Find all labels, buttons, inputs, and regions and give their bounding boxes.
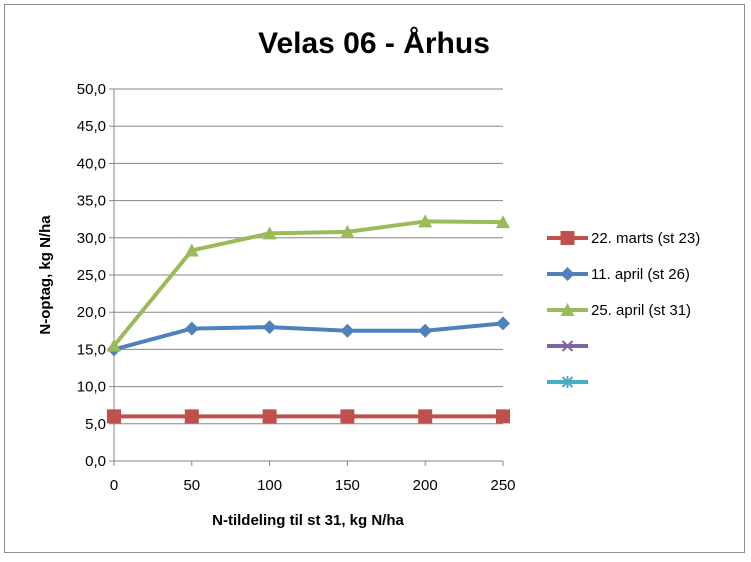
series-0 xyxy=(107,409,510,424)
data-point xyxy=(262,226,277,240)
legend: 22. marts (st 23) 11. april (st 26) 25. ap… xyxy=(547,230,700,388)
legend-marker xyxy=(561,340,574,352)
x-axis-title: N-tildeling til st 31, kg N/ha xyxy=(212,512,404,529)
x-tick-label: 0 xyxy=(110,477,118,494)
data-point xyxy=(418,214,433,228)
data-point xyxy=(496,409,510,424)
data-point xyxy=(418,323,433,338)
series-2 xyxy=(107,214,510,352)
x-tick-labels: 0 50 100 150 200 250 xyxy=(110,461,516,494)
y-tick-label: 45,0 xyxy=(77,118,106,135)
y-tick-label: 0,0 xyxy=(85,453,106,470)
legend-label: 11. april (st 26) xyxy=(591,266,690,283)
legend-label: 25. april (st 31) xyxy=(591,302,691,319)
y-tick-label: 30,0 xyxy=(77,230,106,247)
data-point xyxy=(340,409,355,424)
series-line xyxy=(113,321,504,352)
data-point xyxy=(262,320,277,335)
data-point xyxy=(496,316,510,331)
data-point xyxy=(496,215,510,229)
y-tick-label: 35,0 xyxy=(77,193,106,210)
y-axis-title: N-optag, kg N/ha xyxy=(37,215,54,335)
x-tick-label: 50 xyxy=(183,477,200,494)
y-tick-label: 15,0 xyxy=(77,341,106,358)
series-1 xyxy=(107,316,510,357)
data-point xyxy=(107,338,121,352)
x-tick-label: 100 xyxy=(257,477,282,494)
legend-item xyxy=(547,376,588,388)
data-point xyxy=(340,224,355,238)
chart-title: Velas 06 - Århus xyxy=(258,27,490,60)
data-point xyxy=(418,409,433,424)
y-tick-label: 25,0 xyxy=(77,267,106,284)
legend-item: 11. april (st 26) xyxy=(547,266,690,283)
data-point xyxy=(184,243,199,257)
axes xyxy=(113,89,503,462)
x-tick-label: 250 xyxy=(490,477,515,494)
data-point xyxy=(262,409,277,424)
legend-item xyxy=(547,340,588,352)
data-point xyxy=(340,323,355,338)
y-tick-labels: 0,0 5,0 10,0 15,0 20,0 25,0 30,0 35,0 40,0 45,0 50… xyxy=(77,81,106,470)
legend-item: 22. marts (st 23) xyxy=(547,230,700,247)
y-tick-label: 20,0 xyxy=(77,304,106,321)
legend-marker xyxy=(561,376,574,388)
y-tick-label: 40,0 xyxy=(77,155,106,172)
series-line xyxy=(112,219,504,347)
y-tick-label: 5,0 xyxy=(85,416,106,433)
x-tick-label: 200 xyxy=(413,477,438,494)
data-point xyxy=(184,409,199,424)
legend-item: 25. april (st 31) xyxy=(547,302,691,319)
data-point xyxy=(184,321,199,336)
series-lines xyxy=(107,214,510,424)
y-tick-label: 10,0 xyxy=(77,379,106,396)
y-tick-label: 50,0 xyxy=(77,81,106,98)
legend-marker xyxy=(560,303,575,316)
x-tick-label: 150 xyxy=(335,477,360,494)
legend-marker xyxy=(560,267,575,281)
data-point xyxy=(107,409,121,424)
legend-marker xyxy=(560,231,575,245)
gridlines xyxy=(109,88,503,462)
legend-label: 22. marts (st 23) xyxy=(591,230,700,247)
